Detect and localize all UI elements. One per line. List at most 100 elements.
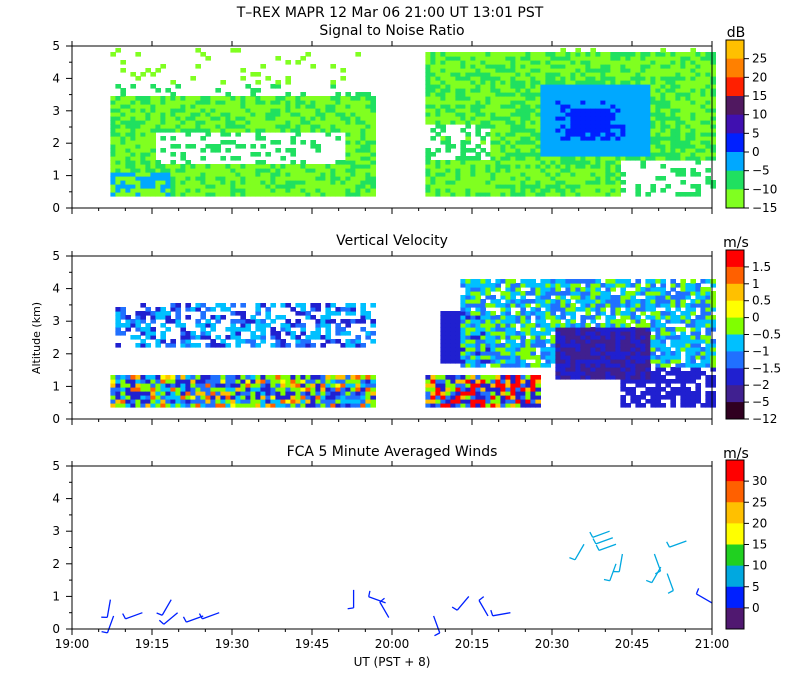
heat-cell [245, 379, 251, 384]
heat-cell [490, 120, 496, 125]
snr-heatmap [110, 48, 716, 197]
heat-cell [110, 192, 116, 197]
heat-cell [625, 379, 631, 384]
heat-cell [470, 184, 476, 189]
heat-cell [535, 88, 541, 93]
heat-cell [640, 132, 646, 137]
heat-cell [170, 391, 176, 396]
heat-cell [330, 80, 336, 85]
heat-cell [435, 403, 441, 408]
heat-cell [125, 383, 131, 388]
heat-cell [625, 116, 631, 121]
heat-cell [685, 156, 691, 161]
heat-cell [575, 160, 581, 165]
heat-cell [265, 184, 271, 189]
heat-cell [515, 112, 521, 117]
heat-cell [495, 391, 501, 396]
heat-cell [465, 391, 471, 396]
heat-cell [510, 319, 516, 324]
heat-cell [450, 391, 456, 396]
heat-cell [655, 355, 661, 360]
heat-cell [570, 367, 576, 372]
heat-cell [430, 64, 436, 69]
heat-cell [175, 315, 181, 320]
heat-cell [450, 172, 456, 177]
heat-cell [465, 172, 471, 177]
heat-cell [210, 387, 216, 392]
heat-cell [565, 335, 571, 340]
heat-cell [220, 399, 226, 404]
heat-cell [580, 104, 586, 109]
heat-cell [575, 291, 581, 296]
heat-cell [590, 371, 596, 376]
heat-cell [110, 96, 116, 101]
heat-cell [435, 375, 441, 380]
heat-cell [600, 168, 606, 173]
heat-cell [570, 172, 576, 177]
heat-cell [425, 84, 431, 89]
heat-cell [145, 399, 151, 404]
heat-cell [215, 375, 221, 380]
heat-cell [180, 335, 186, 340]
heat-cell [615, 335, 621, 340]
heat-cell [465, 291, 471, 296]
heat-cell [180, 184, 186, 189]
heat-cell [450, 164, 456, 169]
heat-cell [115, 379, 121, 384]
heat-cell [475, 84, 481, 89]
heat-cell [470, 327, 476, 332]
heat-cell [670, 76, 676, 81]
heat-cell [190, 188, 196, 193]
heat-cell [205, 120, 211, 125]
heat-cell [190, 108, 196, 113]
heat-cell [355, 379, 361, 384]
heat-cell [570, 128, 576, 133]
heat-cell [325, 379, 331, 384]
heat-cell [165, 176, 171, 181]
heat-cell [530, 291, 536, 296]
heat-cell [135, 140, 141, 145]
heat-cell [510, 140, 516, 145]
heat-cell [580, 144, 586, 149]
heat-cell [335, 379, 341, 384]
heat-cell [695, 160, 701, 165]
heat-cell [515, 92, 521, 97]
heat-cell [205, 128, 211, 133]
heat-cell [455, 351, 461, 356]
heat-cell [495, 335, 501, 340]
heat-cell [550, 60, 556, 65]
heat-cell [320, 176, 326, 181]
heat-cell [545, 347, 551, 352]
heat-cell [240, 124, 246, 129]
heat-cell [270, 184, 276, 189]
heat-cell [270, 375, 276, 380]
heat-cell [605, 76, 611, 81]
heat-cell [465, 52, 471, 57]
heat-cell [700, 124, 706, 129]
heat-cell [265, 399, 271, 404]
heat-cell [265, 375, 271, 380]
heat-cell [170, 80, 176, 85]
heat-cell [615, 160, 621, 165]
heat-cell [600, 92, 606, 97]
heat-cell [570, 156, 576, 161]
heat-cell [350, 319, 356, 324]
heat-cell [660, 104, 666, 109]
heat-cell [465, 56, 471, 61]
heat-cell [325, 124, 331, 129]
heat-cell [315, 172, 321, 177]
heat-cell [630, 120, 636, 125]
heat-cell [500, 144, 506, 149]
colorbar-label: 20 [752, 70, 767, 84]
heat-cell [485, 172, 491, 177]
heat-cell [540, 303, 546, 308]
heat-cell [480, 403, 486, 408]
heat-cell [500, 100, 506, 105]
heat-cell [615, 104, 621, 109]
heat-cell [450, 184, 456, 189]
heat-cell [445, 136, 451, 141]
heat-cell [270, 379, 276, 384]
heat-cell [575, 307, 581, 312]
heat-cell [335, 128, 341, 133]
heat-cell [550, 68, 556, 73]
